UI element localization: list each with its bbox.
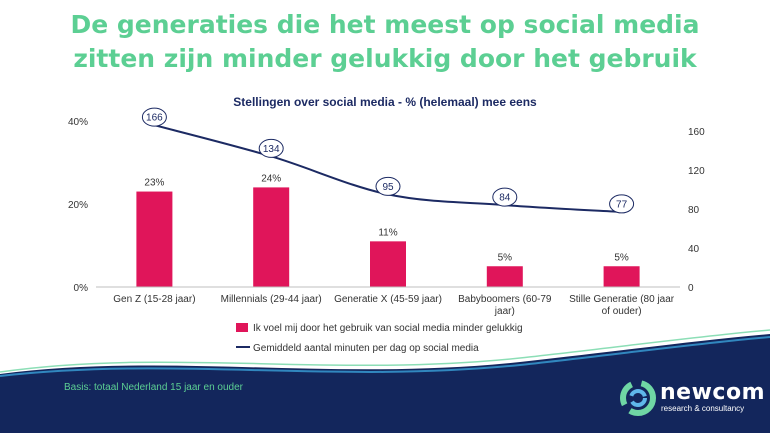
y-left-tick-label: 40% [68, 117, 88, 128]
bar [136, 191, 173, 287]
bar [486, 266, 523, 287]
line-value-label: 84 [499, 193, 511, 204]
logo-name: newcom [660, 380, 765, 405]
footer-wave [0, 336, 770, 377]
line-value-bubble [258, 138, 284, 158]
y-left-tick-label: 0% [74, 283, 89, 294]
headline: De generaties die het meest op social me… [0, 8, 770, 76]
line-value-bubble [609, 194, 635, 214]
headline-line-1: De generaties die het meest op social me… [70, 10, 700, 39]
line-value-bubble [492, 187, 518, 207]
x-category-label: Generatie X (45-59 jaar) [334, 294, 442, 305]
legend-line-label: Gemiddeld aantal minuten per dag op soci… [253, 343, 479, 354]
footer-wave [0, 329, 770, 373]
bar-value-label: 24% [261, 173, 281, 184]
x-category-label: Stille Generatie (80 jaar [569, 294, 675, 305]
line-value-bubble [375, 176, 401, 196]
line-value-bubble [141, 107, 167, 127]
bar-value-label: 23% [144, 178, 164, 189]
line-value-label: 134 [263, 144, 280, 155]
y-left-tick-label: 20% [68, 200, 88, 211]
line-value-label: 77 [616, 199, 628, 210]
basis-note: Basis: totaal Nederland 15 jaar en ouder [64, 382, 244, 393]
x-category-label: Gen Z (15-28 jaar) [113, 294, 195, 305]
legend-bar-label: Ik voel mij door het gebruik van social … [253, 323, 523, 334]
x-category-label: Babyboomers (60-79 [458, 294, 552, 305]
chart-title: Stellingen over social media - % (helema… [233, 95, 537, 109]
headline-line-2: zitten zijn minder gelukkig door het geb… [73, 44, 697, 73]
line-value-label: 166 [146, 113, 163, 124]
logo-tagline: research & consultancy [661, 404, 745, 413]
line-series [154, 124, 622, 213]
y-right-tick-label: 40 [688, 244, 700, 255]
bar [253, 187, 290, 287]
bar-value-label: 11% [378, 227, 397, 238]
y-right-tick-label: 0 [688, 283, 694, 294]
x-category-label: of ouder) [602, 306, 642, 317]
bar-value-label: 5% [614, 252, 629, 263]
newcom-logo: newcom research & consultancy [616, 376, 766, 420]
newcom-logo-icon [620, 380, 656, 416]
y-right-tick-label: 80 [688, 205, 700, 216]
line-value-label: 95 [382, 182, 394, 193]
x-category-label: Millennials (29-44 jaar) [221, 294, 322, 305]
bar-value-label: 5% [498, 252, 513, 263]
y-right-tick-label: 120 [688, 166, 705, 177]
y-right-tick-label: 160 [688, 127, 705, 138]
legend-bar-swatch [236, 323, 248, 332]
x-category-label: jaar) [494, 306, 515, 317]
bar [603, 266, 640, 287]
bar [370, 241, 406, 287]
